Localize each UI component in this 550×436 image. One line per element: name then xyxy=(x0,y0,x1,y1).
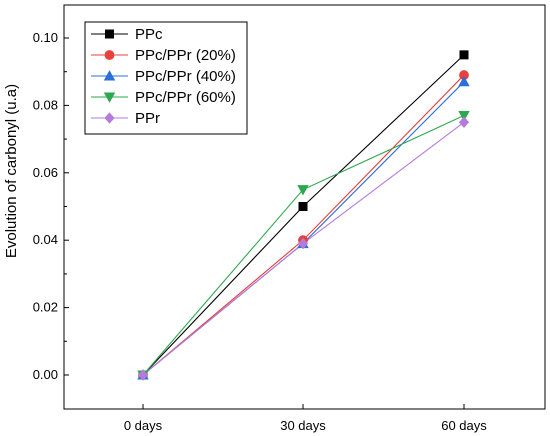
legend-label: PPc/PPr (20%) xyxy=(135,47,236,64)
data-point xyxy=(297,185,309,196)
x-tick-label: 30 days xyxy=(280,418,326,433)
legend-marker xyxy=(104,50,115,60)
y-tick-label: 0.06 xyxy=(33,165,58,180)
legend-marker xyxy=(104,112,115,124)
data-point xyxy=(458,116,470,128)
y-tick-label: 0.10 xyxy=(33,30,58,45)
y-tick-label: 0.04 xyxy=(33,232,58,247)
legend-label: PPc/PPr (60%) xyxy=(135,89,236,106)
data-point xyxy=(298,202,308,212)
x-tick-label: 60 days xyxy=(441,418,487,433)
data-point xyxy=(459,50,469,60)
legend-label: PPc/PPr (40%) xyxy=(135,68,236,85)
legend-marker xyxy=(103,92,116,103)
series-markers xyxy=(137,50,470,381)
y-tick-label: 0.00 xyxy=(33,367,58,382)
legend: PPc PPc/PPr (20%) PPc/PPr (40%) PPc/PPr (60… xyxy=(84,21,248,135)
data-point xyxy=(137,369,149,381)
data-point xyxy=(297,237,309,250)
axis-ticks: 0.00 0.02 0.04 0.06 0.08 0.10 0 days 30 days 60 … xyxy=(33,30,488,433)
y-tick-label: 0.02 xyxy=(33,300,58,315)
x-tick-label: 0 days xyxy=(124,418,163,433)
data-point xyxy=(458,75,470,87)
legend-marker xyxy=(103,70,116,81)
legend-label: PPr xyxy=(135,110,160,127)
y-axis-title: Evolution of carbonyl (u.a) xyxy=(3,84,20,258)
data-point xyxy=(458,111,470,122)
legend-marker xyxy=(105,29,115,39)
legend-label: PPc xyxy=(135,26,163,43)
y-tick-label: 0.08 xyxy=(33,97,58,112)
